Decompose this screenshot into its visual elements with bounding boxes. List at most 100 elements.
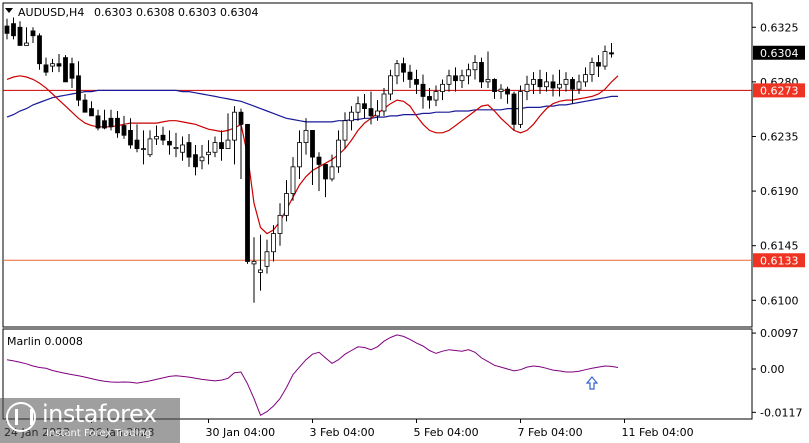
bearish-candle[interactable] [69,63,75,79]
bearish-candle[interactable] [108,117,114,128]
bullish-candle[interactable] [141,148,146,151]
bearish-candle[interactable] [17,26,23,46]
bearish-candle[interactable] [310,130,315,158]
bullish-candle[interactable] [576,81,582,90]
bearish-candle[interactable] [427,96,432,101]
bullish-candle[interactable] [147,138,153,156]
bearish-candle[interactable] [102,120,107,129]
bearish-candle[interactable] [420,83,426,97]
bearish-candle[interactable] [245,123,250,262]
bearish-candle[interactable] [219,142,224,150]
bullish-candle[interactable] [466,69,471,77]
bullish-candle[interactable] [544,81,549,88]
bullish-candle[interactable] [518,91,523,125]
bullish-candle[interactable] [180,144,185,153]
bullish-candle[interactable] [329,166,335,180]
bullish-candle[interactable] [303,130,309,143]
bullish-candle[interactable] [225,139,231,150]
bearish-candle[interactable] [186,142,192,158]
bearish-candle[interactable] [323,163,328,180]
bearish-candle[interactable] [95,115,101,129]
bearish-candle[interactable] [453,75,458,82]
bullish-candle[interactable] [381,93,387,112]
bullish-candle[interactable] [557,83,562,89]
bearish-candle[interactable] [134,139,140,150]
bullish-candle[interactable] [602,51,608,67]
bullish-candle[interactable] [290,166,296,194]
collapse-triangle-icon[interactable] [5,8,13,13]
bullish-candle[interactable] [232,111,237,141]
bearish-candle[interactable] [401,63,406,73]
bullish-candle[interactable] [388,75,393,95]
bullish-candle[interactable] [394,63,400,77]
bearish-candle[interactable] [30,30,36,37]
bullish-candle[interactable] [206,151,211,156]
bullish-candle[interactable] [459,75,465,82]
bearish-candle[interactable] [193,154,198,168]
bearish-candle[interactable] [167,140,172,146]
bullish-candle[interactable] [349,111,354,122]
bullish-candle[interactable] [50,63,55,67]
bearish-candle[interactable] [37,35,42,65]
bearish-candle[interactable] [362,103,367,109]
bearish-candle[interactable] [368,108,374,117]
bullish-candle[interactable] [277,214,283,234]
bullish-candle[interactable] [271,233,276,253]
bullish-candle[interactable] [24,42,29,46]
bullish-candle[interactable] [173,147,179,150]
bullish-candle[interactable] [440,83,445,92]
ohlc-label: 0.6303 0.6308 0.6303 0.6304 [94,6,258,19]
bearish-candle[interactable] [82,99,88,113]
bullish-candle[interactable] [498,88,504,92]
bullish-candle[interactable] [355,103,361,113]
bullish-candle[interactable] [336,139,341,168]
bullish-candle[interactable] [264,251,270,267]
bearish-candle[interactable] [56,63,62,67]
bearish-candle[interactable] [537,79,543,88]
bearish-candle[interactable] [63,57,68,83]
bullish-candle[interactable] [251,261,257,265]
bearish-candle[interactable] [550,81,556,89]
bullish-candle[interactable] [433,91,439,101]
bearish-candle[interactable] [479,62,484,83]
bullish-candle[interactable] [524,83,530,92]
bearish-candle[interactable] [316,156,322,165]
bullish-candle[interactable] [258,269,263,273]
bullish-candle[interactable] [446,75,452,85]
bearish-candle[interactable] [505,88,510,95]
bearish-candle[interactable] [238,111,244,125]
bearish-candle[interactable] [596,62,601,67]
bearish-candle[interactable] [492,79,497,92]
bearish-candle[interactable] [115,117,120,134]
bearish-candle[interactable] [609,52,614,55]
bearish-candle[interactable] [570,79,575,90]
bearish-candle[interactable] [414,79,419,85]
bullish-candle[interactable] [199,156,205,162]
bearish-candle[interactable] [121,125,127,136]
bullish-candle[interactable] [583,74,588,83]
bearish-candle[interactable] [89,108,94,117]
oscillator-pane[interactable]: 0.0097 0.00 -0.0117 [2,327,802,420]
current-price-tag [753,45,805,60]
bullish-candle[interactable] [212,142,218,153]
bullish-candle[interactable] [375,110,380,117]
bullish-candle[interactable] [342,120,348,141]
bullish-candle[interactable] [284,193,289,216]
bullish-candle[interactable] [297,142,302,168]
bearish-candle[interactable] [11,23,16,37]
bullish-candle[interactable] [531,79,536,85]
bearish-candle[interactable] [4,25,10,34]
bearish-candle[interactable] [160,134,166,141]
bullish-candle[interactable] [472,62,478,71]
bearish-candle[interactable] [128,130,133,146]
bullish-candle[interactable] [485,79,491,83]
bullish-candle[interactable] [563,79,569,85]
price-pane[interactable]: 0.63250.62800.62350.61900.61450.61000.62… [2,2,805,328]
bullish-candle[interactable] [154,136,159,140]
bearish-candle[interactable] [511,93,517,125]
bearish-candle[interactable] [43,64,49,73]
bullish-candle[interactable] [589,62,595,75]
bearish-candle[interactable] [407,71,413,80]
bearish-candle[interactable] [76,75,81,101]
